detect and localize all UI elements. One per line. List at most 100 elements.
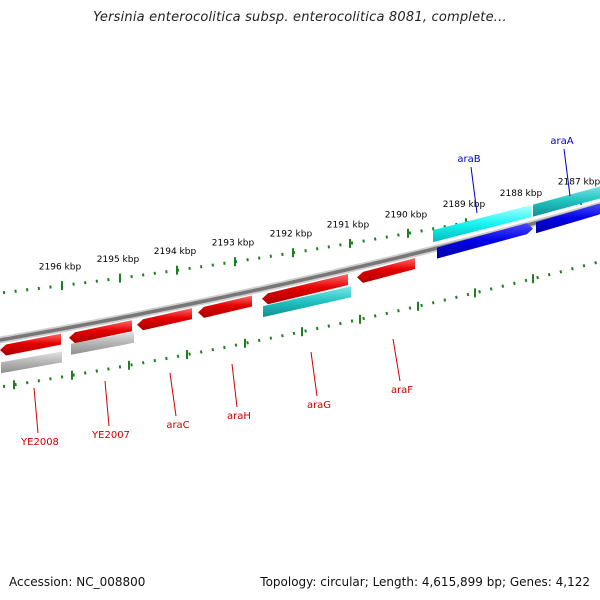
minor-tick: [211, 347, 215, 352]
minor-tick: [292, 331, 296, 336]
reverse-gene-arrow[interactable]: [198, 295, 252, 318]
minor-tick: [489, 287, 493, 291]
reverse-gene-arrow[interactable]: [357, 258, 415, 283]
tick-label: 2194 kbp: [154, 247, 197, 257]
minor-tick: [95, 369, 99, 373]
minor-tick: [501, 284, 505, 288]
minor-tick: [327, 324, 331, 328]
feature-label-leader: [392, 338, 401, 382]
minor-tick: [455, 295, 458, 299]
minor-tick: [373, 314, 377, 318]
label-layer: 2196 kbp 2195 kbp 2194 kbp 2193 kbp 2192 kbp…: [20, 136, 600, 448]
minor-tick: [199, 350, 203, 354]
minor-tick: [118, 365, 122, 369]
minor-tick: [385, 311, 389, 316]
reverse-feature-label[interactable]: YE2008: [20, 437, 59, 448]
minor-tick: [223, 345, 226, 350]
minor-tick: [107, 367, 110, 371]
reverse-feature-label[interactable]: araG: [307, 400, 331, 411]
length-label: Length:: [372, 575, 419, 589]
tick-label: 2195 kbp: [97, 255, 140, 265]
feature-layer[interactable]: [0, 185, 600, 374]
minor-tick: [478, 290, 481, 294]
topology-label: Topology:: [260, 575, 317, 589]
minor-tick: [176, 354, 180, 358]
tick-label: 2196 kbp: [39, 263, 82, 273]
forward-cds-bar[interactable]: [533, 185, 600, 217]
minor-tick: [269, 336, 273, 340]
tick-label: 2189 kbp: [443, 200, 486, 210]
minor-tick: [466, 292, 470, 297]
minor-tick: [420, 303, 423, 308]
accession-value: NC_008800: [76, 575, 146, 589]
minor-tick: [547, 272, 551, 277]
reverse-feature-label[interactable]: araC: [166, 420, 189, 431]
minor-tick: [582, 264, 586, 268]
minor-tick: [397, 233, 400, 237]
minor-tick: [397, 309, 400, 313]
tick-label: 2187 kbp: [558, 177, 600, 187]
minor-tick: [339, 321, 342, 326]
minor-tick: [385, 235, 389, 239]
minor-tick: [72, 373, 75, 377]
minor-tick: [431, 301, 435, 305]
minor-tick: [408, 231, 412, 235]
minor-tick: [571, 267, 574, 271]
backbone-shadow: [0, 201, 600, 344]
length-value: 4,615,899 bp: [421, 575, 502, 589]
accession-label: Accession:: [9, 575, 73, 589]
genes-label: Genes:: [509, 575, 552, 589]
minor-tick: [350, 319, 354, 323]
forward-gene-arrow[interactable]: [437, 223, 533, 259]
tick-label: 2191 kbp: [327, 220, 370, 230]
tick-label: 2188 kbp: [500, 189, 543, 199]
feature-label-leader: [104, 380, 110, 427]
minor-tick: [513, 281, 516, 286]
feature-label-leader: [470, 166, 478, 214]
tick-label: 2190 kbp: [385, 210, 428, 220]
feature-label-leader: [310, 351, 318, 397]
minor-tick: [234, 343, 238, 347]
minor-tick: [153, 358, 157, 363]
forward-gene-arrow[interactable]: [536, 203, 600, 234]
reverse-feature-label[interactable]: araH: [227, 411, 251, 422]
reverse-cds-bar[interactable]: [1, 351, 62, 374]
minor-tick: [594, 261, 597, 265]
forward-feature-label[interactable]: araA: [550, 136, 573, 147]
topology-value: circular: [320, 575, 365, 589]
reverse-gene-arrow[interactable]: [0, 333, 61, 356]
minor-tick: [373, 237, 377, 241]
reverse-gene-arrow[interactable]: [262, 274, 348, 305]
tick-layer: [2, 195, 597, 390]
reverse-feature-label[interactable]: araF: [391, 385, 413, 396]
feature-label-leader: [563, 148, 571, 197]
forward-cds-bar[interactable]: [433, 205, 531, 243]
minor-tick: [83, 371, 87, 375]
minor-tick: [362, 316, 365, 321]
minor-tick: [188, 352, 191, 356]
map-title: Yersinia enterocolitica subsp. enterocol…: [93, 10, 507, 25]
feature-label-leader: [231, 363, 238, 408]
minor-tick: [304, 329, 307, 333]
genome-stats: Topology: circular; Length: 4,615,899 bp…: [260, 575, 590, 589]
tick-label: 2193 kbp: [212, 239, 255, 249]
reverse-gene-arrow[interactable]: [137, 308, 192, 331]
minor-tick: [536, 275, 539, 280]
minor-tick: [443, 298, 447, 302]
minor-tick: [257, 338, 261, 343]
tick-label: 2192 kbp: [270, 230, 313, 240]
minor-tick: [524, 278, 528, 283]
genes-value: 4,122: [555, 575, 590, 589]
minor-tick: [141, 361, 145, 365]
minor-tick: [431, 227, 435, 231]
reverse-feature-label[interactable]: YE2007: [91, 430, 130, 441]
minor-tick: [281, 334, 284, 338]
minor-tick: [130, 363, 133, 367]
reverse-cds-bar[interactable]: [71, 331, 134, 355]
minor-tick: [165, 356, 168, 361]
reverse-gene-arrow[interactable]: [69, 320, 132, 344]
reverse-cds-bar[interactable]: [263, 286, 351, 318]
feature-label-leader: [33, 387, 39, 434]
forward-feature-label[interactable]: araB: [457, 154, 480, 165]
